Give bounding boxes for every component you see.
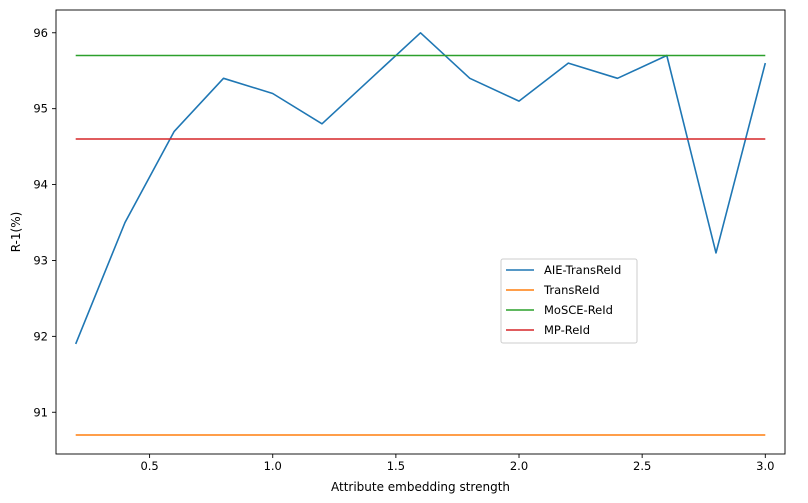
y-axis-label: R-1(%) — [9, 212, 23, 253]
y-tick-label: 91 — [33, 405, 48, 419]
series-line-0 — [74, 31, 767, 345]
legend-label: AIE-TransReId — [544, 263, 621, 277]
legend-label: MP-ReId — [544, 323, 590, 337]
x-tick-label: 2.5 — [633, 459, 651, 473]
series-layer — [74, 31, 767, 436]
x-tick-label: 1.0 — [264, 459, 282, 473]
x-tick-label: 0.5 — [140, 459, 158, 473]
y-tick-label: 96 — [33, 26, 48, 40]
x-axis-label: Attribute embedding strength — [331, 480, 510, 494]
y-tick-label: 93 — [33, 253, 48, 267]
legend-box — [500, 258, 638, 344]
legend: AIE-TransReId TransReId MoSCE-ReId MP-ReId — [500, 258, 638, 344]
legend-label: TransReId — [543, 283, 600, 297]
x-axis: 0.5 1.0 1.5 2.0 2.5 3.0 — [140, 454, 774, 473]
legend-label: MoSCE-ReId — [544, 303, 613, 317]
y-axis: 91 92 93 94 95 96 — [33, 26, 56, 419]
y-tick-label: 92 — [33, 329, 48, 343]
y-tick-label: 95 — [33, 102, 48, 116]
plot-frame — [55, 9, 786, 455]
x-tick-label: 3.0 — [756, 459, 774, 473]
x-tick-label: 2.0 — [510, 459, 528, 473]
y-tick-label: 94 — [33, 178, 48, 192]
x-tick-label: 1.5 — [387, 459, 405, 473]
